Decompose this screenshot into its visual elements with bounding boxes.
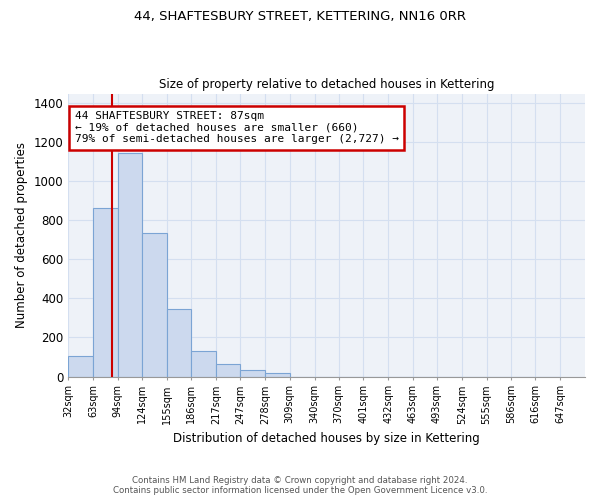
Y-axis label: Number of detached properties: Number of detached properties xyxy=(15,142,28,328)
Bar xyxy=(142,234,167,376)
Bar xyxy=(93,208,118,376)
Bar xyxy=(167,309,191,376)
Text: 44, SHAFTESBURY STREET, KETTERING, NN16 0RR: 44, SHAFTESBURY STREET, KETTERING, NN16 … xyxy=(134,10,466,23)
Text: 44 SHAFTESBURY STREET: 87sqm
← 19% of detached houses are smaller (660)
79% of s: 44 SHAFTESBURY STREET: 87sqm ← 19% of de… xyxy=(74,111,398,144)
Bar xyxy=(68,356,93,376)
Bar xyxy=(265,372,290,376)
X-axis label: Distribution of detached houses by size in Kettering: Distribution of detached houses by size … xyxy=(173,432,480,445)
Bar xyxy=(191,351,216,376)
Bar xyxy=(240,370,265,376)
Bar xyxy=(216,364,240,376)
Title: Size of property relative to detached houses in Kettering: Size of property relative to detached ho… xyxy=(159,78,494,91)
Text: Contains HM Land Registry data © Crown copyright and database right 2024.
Contai: Contains HM Land Registry data © Crown c… xyxy=(113,476,487,495)
Bar xyxy=(118,154,142,376)
